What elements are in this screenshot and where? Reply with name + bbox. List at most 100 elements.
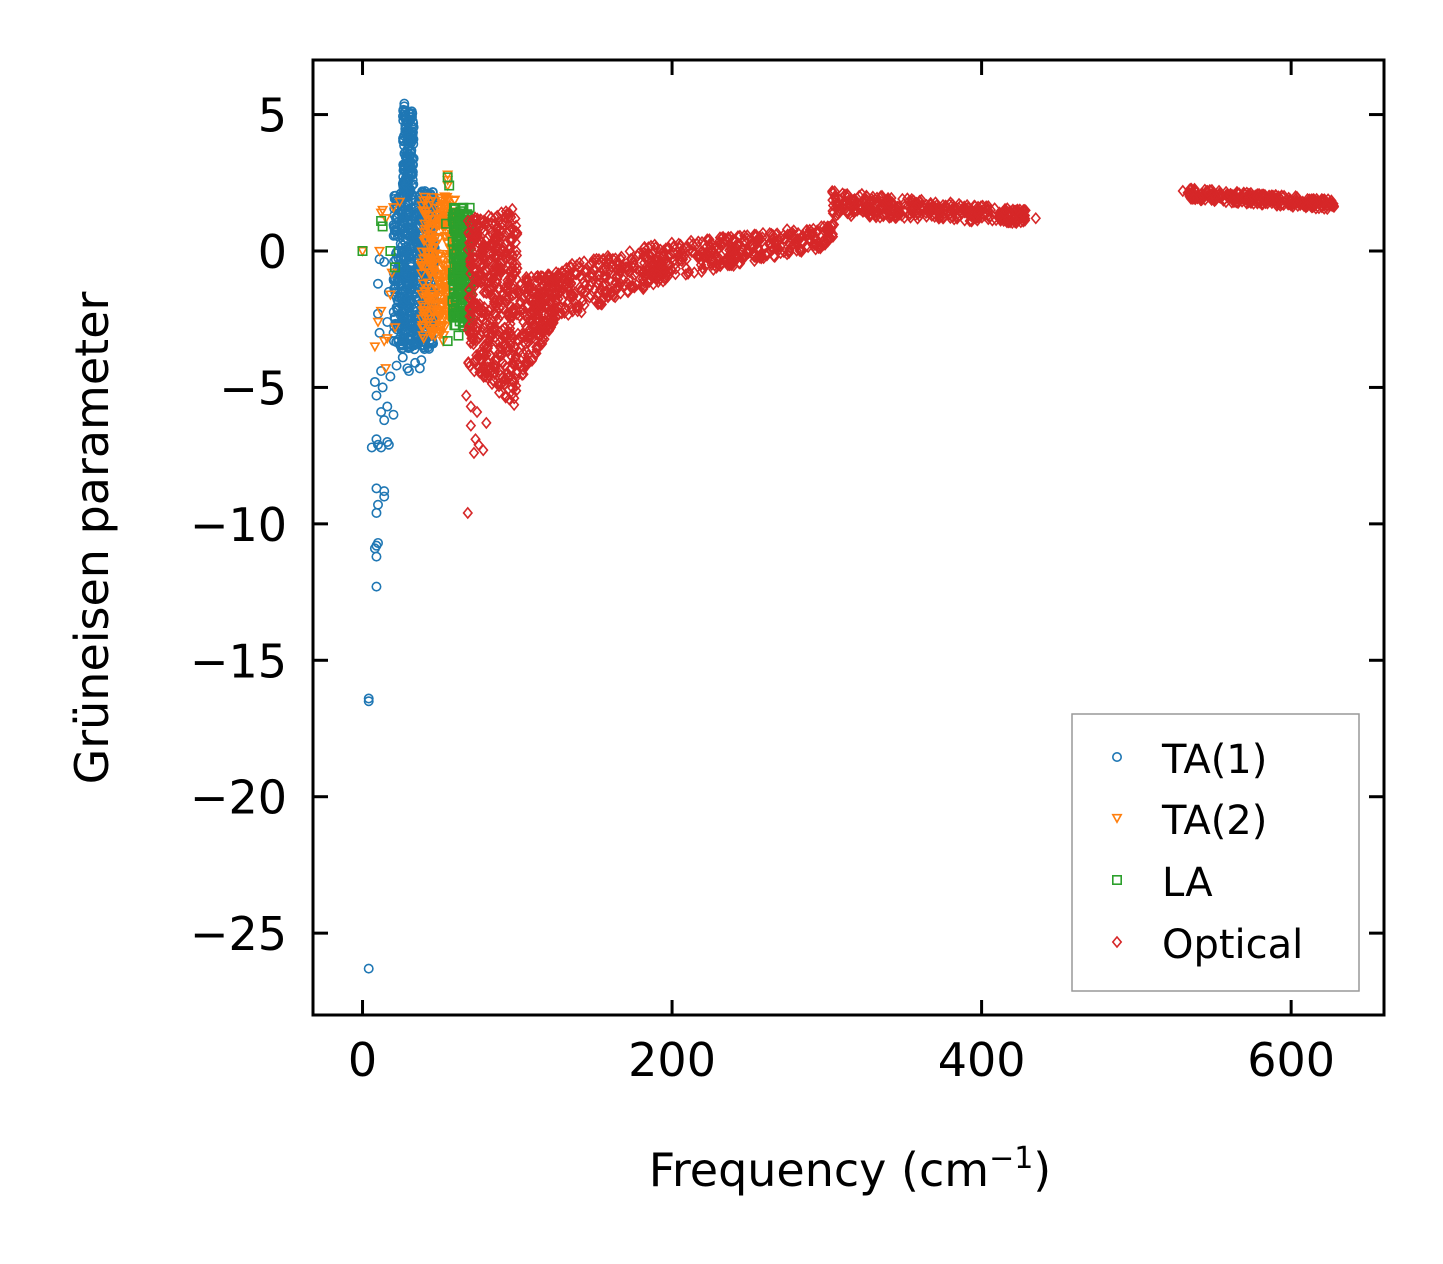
data-point-optical: [1234, 187, 1245, 200]
data-point-ta2: [431, 259, 443, 270]
data-point-optical: [698, 251, 709, 264]
data-point-optical: [824, 232, 836, 245]
data-point-ta2: [415, 258, 427, 269]
data-point-optical: [500, 391, 511, 404]
data-point-optical: [687, 245, 699, 259]
data-point-optical: [473, 316, 484, 330]
data-point-optical: [675, 249, 687, 263]
data-point-ta2: [442, 170, 454, 181]
data-point-optical: [578, 294, 589, 307]
x-tick-label: 0: [348, 1033, 377, 1087]
data-point-optical: [504, 224, 516, 237]
data-point-optical: [476, 274, 487, 288]
data-point-optical: [769, 250, 781, 264]
data-point-ta2: [375, 306, 387, 317]
data-point-optical: [696, 235, 708, 249]
y-tick-label: −20: [190, 771, 287, 825]
data-point-optical: [698, 246, 709, 260]
data-point-optical: [771, 242, 783, 255]
data-point-optical: [462, 506, 474, 520]
data-point-optical: [588, 253, 600, 266]
data-point-ta1: [402, 136, 413, 147]
data-point-ta1: [399, 101, 410, 112]
data-point-optical: [1308, 196, 1320, 210]
data-point-ta2: [434, 312, 446, 323]
data-point-optical: [539, 300, 551, 314]
data-point-optical: [827, 186, 838, 199]
data-point-optical: [500, 210, 511, 224]
data-point-ta1: [379, 415, 390, 426]
data-point-optical: [493, 386, 505, 399]
data-point-ta1: [409, 241, 420, 252]
data-point-optical: [757, 226, 769, 240]
data-point-ta2: [439, 194, 451, 205]
data-point-optical: [766, 227, 777, 241]
data-point-optical: [463, 291, 475, 305]
data-point-optical: [585, 288, 596, 302]
data-point-optical: [610, 276, 622, 290]
data-point-optical: [483, 222, 495, 235]
data-point-optical: [629, 280, 640, 294]
data-point-optical: [983, 212, 994, 226]
data-point-optical: [496, 217, 507, 230]
data-point-la: [455, 222, 466, 233]
data-point-ta1: [405, 169, 416, 180]
data-point-ta1: [377, 382, 388, 393]
data-point-optical: [874, 211, 886, 224]
data-point-optical: [724, 243, 735, 257]
data-point-optical: [1214, 186, 1226, 200]
data-point-optical: [1007, 211, 1019, 225]
data-point-optical: [576, 305, 587, 319]
data-point-optical: [908, 194, 919, 207]
data-point-ta1: [371, 434, 382, 445]
data-point-ta2: [430, 249, 442, 260]
data-point-ta1: [366, 442, 377, 453]
data-point-optical: [657, 257, 668, 271]
data-point-ta2: [425, 214, 438, 225]
data-point-la: [441, 218, 452, 229]
data-point-optical: [464, 303, 475, 316]
data-point-la: [385, 246, 396, 257]
data-point-ta1: [400, 123, 411, 134]
data-point-optical: [466, 215, 478, 229]
data-point-optical: [832, 207, 844, 221]
data-point-optical: [896, 209, 908, 222]
data-point-optical: [878, 209, 889, 223]
data-point-optical: [721, 234, 732, 248]
data-point-optical: [468, 446, 480, 460]
data-point-optical: [1252, 188, 1264, 201]
data-point-ta2: [436, 286, 448, 297]
data-point-optical: [869, 205, 880, 219]
data-point-la: [453, 330, 464, 341]
data-point-optical: [475, 311, 487, 324]
data-point-optical: [1317, 193, 1329, 207]
data-point-optical: [507, 387, 518, 401]
data-point-optical: [514, 286, 526, 299]
data-point-ta2: [416, 300, 428, 311]
data-point-ta2: [441, 192, 453, 203]
data-point-optical: [856, 187, 868, 201]
data-point-optical: [490, 325, 502, 338]
data-point-ta1: [408, 179, 419, 190]
data-point-ta1: [403, 158, 414, 169]
data-point-optical: [1241, 186, 1253, 200]
data-point-optical: [490, 300, 502, 313]
data-point-ta1: [382, 401, 393, 412]
data-point-optical: [463, 227, 474, 240]
data-point-ta2: [394, 197, 406, 208]
data-point-optical: [922, 203, 934, 217]
data-point-ta1: [396, 338, 407, 349]
data-point-optical: [645, 239, 657, 253]
series-ta2: [356, 170, 461, 375]
data-point-optical: [629, 268, 641, 281]
data-point-ta2: [438, 331, 450, 342]
data-point-ta1: [398, 317, 409, 328]
y-tick-label: −10: [190, 498, 287, 552]
data-point-optical: [601, 255, 612, 268]
data-point-optical: [606, 260, 618, 274]
data-point-ta2: [440, 200, 452, 211]
data-point-ta1: [376, 406, 387, 417]
data-point-optical: [999, 206, 1011, 220]
data-point-optical: [499, 282, 510, 295]
data-point-optical: [670, 267, 681, 281]
